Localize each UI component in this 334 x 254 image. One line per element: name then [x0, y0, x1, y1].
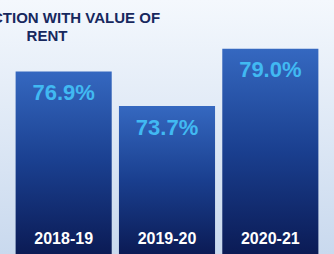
svg-text:79.0%: 79.0% — [239, 57, 301, 82]
svg-text:76.9%: 76.9% — [32, 80, 94, 105]
svg-text:RENT: RENT — [27, 27, 68, 44]
svg-text:2018-19: 2018-19 — [34, 230, 93, 247]
svg-text:2019-20: 2019-20 — [138, 230, 197, 247]
svg-text:SATISFACTION WITH VALUE OF: SATISFACTION WITH VALUE OF — [0, 9, 164, 26]
svg-text:73.7%: 73.7% — [136, 115, 198, 140]
svg-text:2020-21: 2020-21 — [241, 230, 300, 247]
